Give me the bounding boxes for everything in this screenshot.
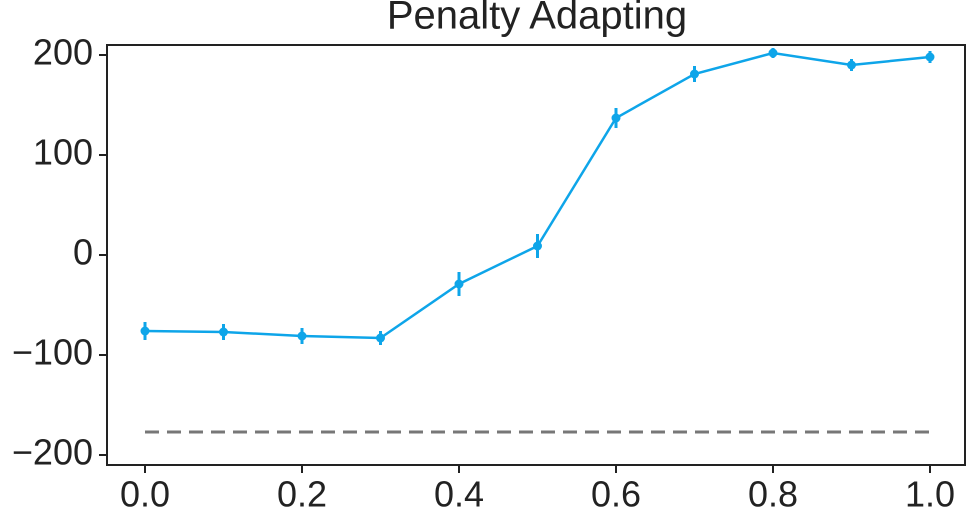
data-point (689, 69, 699, 79)
chart-title: Penalty Adapting (387, 0, 687, 38)
x-tick-label: 0.2 (277, 474, 327, 515)
x-tick-label: 0.6 (591, 474, 641, 515)
x-tick-label: 0.0 (120, 474, 170, 515)
data-point (218, 327, 228, 337)
x-tick-label: 1.0 (905, 474, 955, 515)
data-point (532, 241, 542, 251)
y-tick-label: 200 (33, 32, 93, 73)
data-point (611, 113, 621, 123)
data-point (140, 326, 150, 336)
y-tick-label: −200 (12, 432, 93, 473)
data-point (846, 60, 856, 70)
data-point (925, 52, 935, 62)
y-tick-label: 0 (73, 232, 93, 273)
data-point (454, 279, 464, 289)
y-tick-label: 100 (33, 132, 93, 173)
data-point (375, 333, 385, 343)
y-tick-label: −100 (12, 332, 93, 373)
data-point (297, 331, 307, 341)
x-tick-label: 0.4 (434, 474, 484, 515)
data-point (768, 48, 778, 58)
data-line (144, 51, 931, 340)
x-tick-label: 0.8 (748, 474, 798, 515)
